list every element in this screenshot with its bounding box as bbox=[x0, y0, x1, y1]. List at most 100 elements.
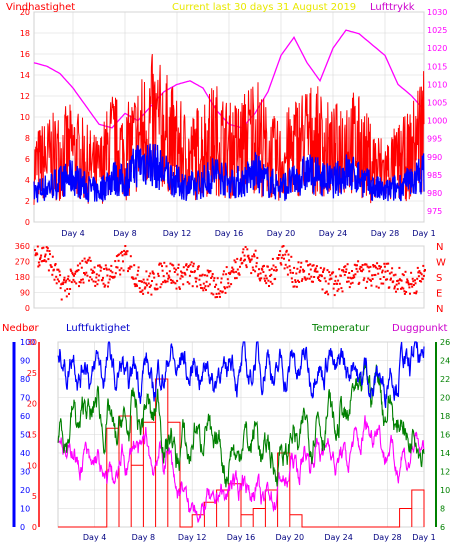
wind-direction-point bbox=[125, 253, 128, 256]
wind-direction-point bbox=[82, 281, 85, 284]
wind-direction-point bbox=[104, 264, 107, 267]
precip-series bbox=[58, 378, 425, 528]
wind-direction-point bbox=[173, 267, 176, 270]
wind-direction-point bbox=[192, 265, 195, 268]
wind-direction-point bbox=[301, 278, 304, 281]
humidity-x-tick-label: Day 1 bbox=[412, 533, 435, 542]
temperature-tick-label: 6 bbox=[440, 523, 445, 532]
wind-direction-point bbox=[354, 264, 357, 267]
wind-direction-point bbox=[236, 257, 239, 260]
wind-direction-point bbox=[78, 285, 80, 288]
wind-direction-point bbox=[167, 277, 170, 280]
wind-direction-point bbox=[207, 271, 210, 274]
wind-direction-point bbox=[145, 270, 148, 273]
wind-direction-point bbox=[140, 290, 143, 293]
wind-direction-point bbox=[341, 290, 344, 293]
wind-direction-point bbox=[324, 292, 327, 294]
wind-direction-point bbox=[179, 277, 182, 280]
wind-direction-point bbox=[144, 286, 147, 289]
wind-direction-point bbox=[126, 250, 129, 253]
wind-direction-point bbox=[274, 277, 277, 280]
wind-direction-point bbox=[218, 292, 221, 295]
wind-direction-point bbox=[308, 273, 311, 276]
wind-direction-point bbox=[180, 274, 183, 277]
wind-direction-point bbox=[46, 247, 49, 250]
wind-direction-point bbox=[34, 249, 36, 252]
wind-direction-point bbox=[176, 279, 179, 282]
wind-direction-point bbox=[392, 280, 395, 283]
wind-direction-point bbox=[147, 291, 150, 294]
wind-direction-point bbox=[293, 285, 296, 288]
wind-direction-point bbox=[407, 283, 410, 286]
wind-direction-point bbox=[312, 264, 315, 267]
wind-direction-point bbox=[161, 265, 163, 268]
wind-direction-point bbox=[137, 269, 140, 272]
wind-direction-point bbox=[257, 273, 260, 276]
wind-direction-point bbox=[47, 269, 50, 272]
wind-direction-point bbox=[422, 274, 425, 277]
wind-direction-point bbox=[141, 280, 143, 283]
wind-direction-point bbox=[80, 278, 83, 281]
wind-direction-point bbox=[41, 247, 44, 250]
wind-direction-point bbox=[290, 255, 293, 258]
wind-direction-point bbox=[103, 285, 106, 288]
wind-direction-point bbox=[272, 264, 275, 267]
wind-direction-point bbox=[143, 281, 146, 284]
wind-direction-point bbox=[379, 278, 382, 280]
wind-direction-point bbox=[400, 287, 402, 290]
wind-direction-point bbox=[66, 288, 69, 290]
direction-tick-label: 180 bbox=[15, 273, 30, 282]
wind-direction-point bbox=[182, 283, 185, 286]
wind-direction-point bbox=[108, 268, 111, 271]
wind-direction-point bbox=[91, 272, 94, 274]
compass-label: N bbox=[436, 242, 443, 253]
wind-direction-point bbox=[62, 281, 65, 284]
wind-direction-point bbox=[142, 292, 145, 295]
wind-direction-point bbox=[278, 253, 281, 256]
wind-direction-point bbox=[183, 272, 186, 275]
wind-direction-point bbox=[90, 268, 93, 271]
wind-direction-point bbox=[148, 286, 151, 288]
wind-direction-point bbox=[66, 278, 69, 280]
wind-direction-point bbox=[353, 276, 356, 279]
wind-x-tick-label: Day 16 bbox=[215, 229, 244, 238]
wind-direction-point bbox=[314, 267, 317, 270]
wind-direction-point bbox=[202, 282, 205, 285]
wind-direction-point bbox=[77, 269, 80, 271]
wind-direction-point bbox=[163, 279, 166, 282]
wind-direction-point bbox=[318, 274, 321, 277]
wind-direction-point bbox=[319, 280, 322, 282]
wind-direction-point bbox=[352, 276, 355, 279]
wind-direction-point bbox=[152, 272, 155, 275]
wind-direction-point bbox=[229, 272, 231, 275]
wind-direction-point bbox=[175, 268, 177, 271]
wind-direction-point bbox=[98, 264, 101, 267]
wind-direction-point bbox=[246, 248, 249, 251]
wind-direction-point bbox=[351, 270, 353, 272]
wind-direction-point bbox=[231, 270, 234, 273]
wind-direction-point bbox=[403, 292, 406, 295]
wind-direction-point bbox=[233, 259, 236, 262]
wind-direction-point bbox=[81, 259, 84, 262]
wind-direction-point bbox=[322, 271, 324, 273]
wind-direction-point bbox=[177, 263, 180, 266]
wind-direction-point bbox=[215, 292, 218, 295]
wind-direction-point bbox=[158, 262, 161, 265]
wind-direction-point bbox=[104, 284, 107, 287]
wind-direction-point bbox=[230, 270, 233, 273]
wind-direction-point bbox=[325, 290, 328, 293]
wind-direction-point bbox=[256, 274, 259, 277]
wind-direction-point bbox=[358, 281, 361, 284]
wind-direction-point bbox=[142, 278, 145, 281]
wind-direction-point bbox=[229, 271, 232, 274]
wind-direction-point bbox=[37, 265, 40, 268]
humidity-label: Luftfuktighet bbox=[66, 323, 130, 334]
humidity-x-tick-label: Day 12 bbox=[178, 533, 207, 542]
wind-direction-point bbox=[91, 269, 94, 272]
wind-direction-point bbox=[163, 261, 166, 264]
wind-direction-point bbox=[300, 261, 303, 264]
wind-direction-point bbox=[242, 248, 245, 251]
temperature-tick-label: 20 bbox=[440, 394, 450, 403]
wind-direction-point bbox=[90, 278, 93, 281]
